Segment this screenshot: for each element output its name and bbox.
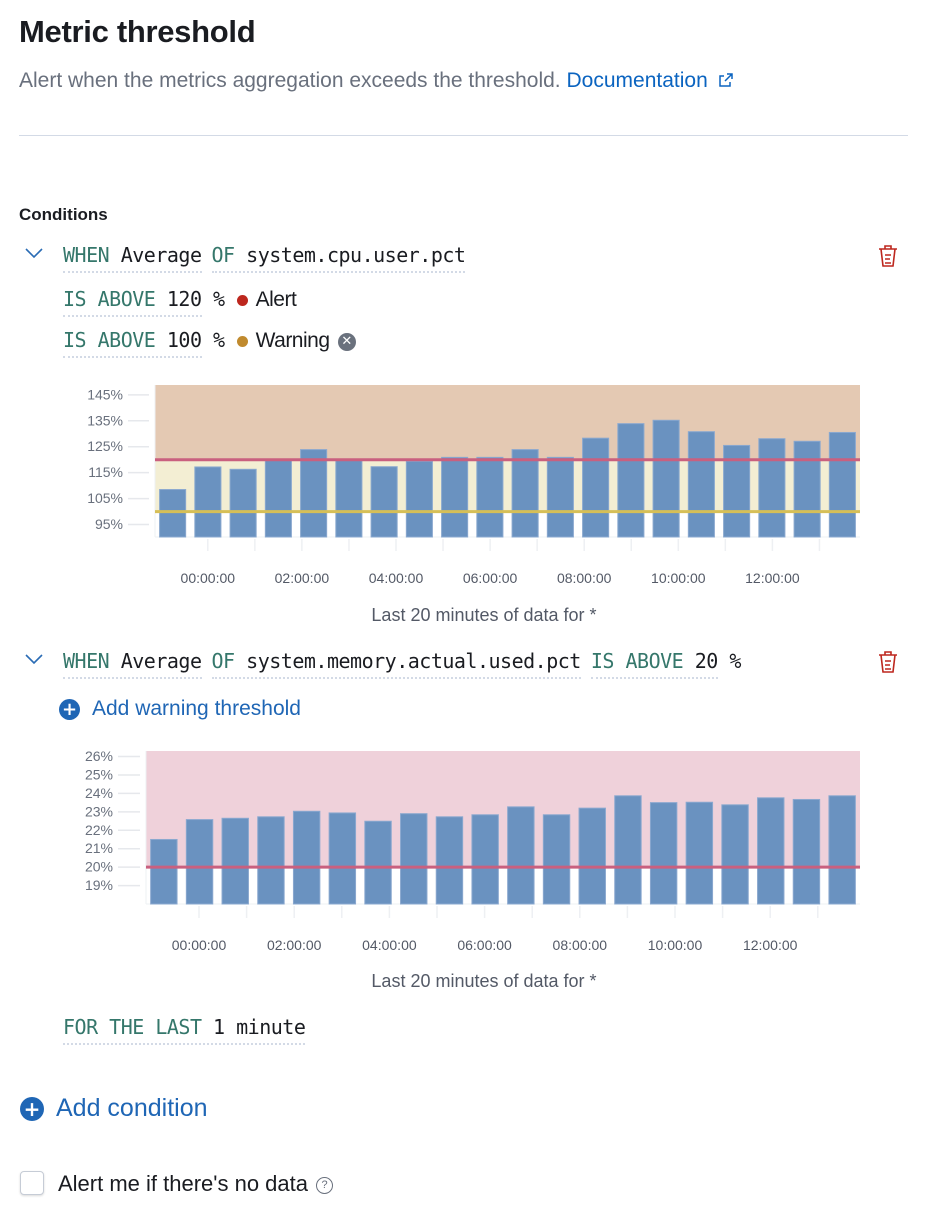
y-tick-label: 105% xyxy=(87,490,123,506)
bar xyxy=(370,466,398,538)
delete-condition-trash-icon[interactable] xyxy=(876,243,900,274)
time-window-expression[interactable]: FOR THE LAST 1 minute xyxy=(63,1015,306,1045)
add-warning-label: Add warning threshold xyxy=(92,697,301,720)
for-the-last-row: FOR THE LAST 1 minute xyxy=(63,1015,315,1045)
help-question-icon[interactable]: ? xyxy=(316,1176,333,1194)
y-tick-label: 95% xyxy=(95,516,123,532)
bar xyxy=(335,459,363,538)
x-tick-label: 12:00:00 xyxy=(745,570,800,586)
aggregation-value: Average xyxy=(120,649,202,673)
alert-threshold-expression[interactable]: IS ABOVE 120 xyxy=(63,287,202,317)
is-above-keyword: IS ABOVE xyxy=(590,649,684,673)
unit-label: % xyxy=(213,328,225,352)
divider xyxy=(19,135,908,136)
warning-zone xyxy=(155,459,860,512)
bar xyxy=(687,431,715,538)
time-window-value: 1 minute xyxy=(213,1015,306,1039)
bar xyxy=(194,466,222,538)
bar xyxy=(159,489,187,538)
for-the-last-keyword: FOR THE LAST xyxy=(63,1015,202,1039)
remove-warning-close-icon[interactable]: ✕ xyxy=(337,332,356,351)
x-tick-label: 06:00:00 xyxy=(463,570,518,586)
bar xyxy=(546,456,574,538)
collapse-chevron-down-icon[interactable] xyxy=(24,246,44,265)
aggregation-value: Average xyxy=(120,243,202,267)
condition1-warning-row: IS ABOVE 100 % Warning ✕ xyxy=(63,328,356,358)
field-value: system.cpu.user.pct xyxy=(246,243,466,267)
bar xyxy=(617,423,645,538)
chart1-caption: Last 20 minutes of data for * xyxy=(371,605,597,625)
conditions-heading: Conditions xyxy=(19,205,108,224)
add-condition-label: Add condition xyxy=(56,1094,208,1122)
bar xyxy=(828,431,856,538)
description-text: Alert when the metrics aggregation excee… xyxy=(19,69,561,92)
bar xyxy=(793,440,821,538)
no-data-checkbox[interactable] xyxy=(20,1171,44,1195)
field-expression[interactable]: OF system.cpu.user.pct xyxy=(211,243,466,273)
add-condition-button[interactable]: + Add condition xyxy=(20,1094,208,1123)
bar xyxy=(582,437,610,538)
documentation-link-label: Documentation xyxy=(566,69,708,92)
alert-zone xyxy=(155,385,860,460)
warning-label: Warning xyxy=(255,329,330,352)
y-tick-label: 115% xyxy=(88,464,123,480)
external-link-icon xyxy=(718,73,733,87)
is-above-keyword: IS ABOVE xyxy=(63,328,156,352)
field-expression[interactable]: OF system.memory.actual.used.pct xyxy=(211,649,581,679)
plus-circle-icon: + xyxy=(59,698,80,720)
bar xyxy=(405,460,433,538)
bar xyxy=(652,419,680,538)
unit-label: % xyxy=(729,649,741,673)
bar xyxy=(758,438,786,538)
condition1-alert-row: IS ABOVE 120 % Alert xyxy=(63,287,297,317)
aggregation-expression[interactable]: WHEN Average xyxy=(63,243,202,273)
of-keyword: OF xyxy=(211,243,236,267)
alert-label: Alert xyxy=(255,288,297,311)
alert-threshold-value: 120 xyxy=(166,287,202,311)
delete-condition-trash-icon[interactable] xyxy=(876,649,900,680)
condition1-when-row: WHEN Average OF system.cpu.user.pct xyxy=(63,243,475,273)
y-tick-label: 125% xyxy=(87,438,123,454)
bar xyxy=(300,449,328,538)
of-keyword: OF xyxy=(211,649,236,673)
bar xyxy=(264,459,292,538)
field-value: system.memory.actual.used.pct xyxy=(246,649,581,673)
no-data-label[interactable]: Alert me if there's no data xyxy=(58,1171,308,1196)
documentation-link[interactable]: Documentation xyxy=(567,69,734,92)
when-keyword: WHEN xyxy=(63,243,110,267)
x-tick-label: 08:00:00 xyxy=(557,570,612,586)
warning-threshold-value: 100 xyxy=(166,328,202,352)
threshold-value: 20 xyxy=(694,649,719,673)
page-title: Metric threshold xyxy=(19,14,256,49)
aggregation-expression[interactable]: WHEN Average xyxy=(63,649,202,679)
x-tick-label: 02:00:00 xyxy=(275,570,330,586)
bar xyxy=(511,449,539,538)
chart2-caption: Last 20 minutes of data for * xyxy=(371,971,597,991)
alert-dot-icon xyxy=(236,295,248,306)
when-keyword: WHEN xyxy=(63,649,110,673)
no-data-row: Alert me if there's no data? xyxy=(58,1171,333,1197)
warning-threshold-expression[interactable]: IS ABOVE 100 xyxy=(63,328,202,358)
threshold-expression[interactable]: IS ABOVE 20 xyxy=(590,649,719,679)
page-description: Alert when the metrics aggregation excee… xyxy=(19,69,734,93)
add-warning-threshold-button[interactable]: + Add warning threshold xyxy=(59,697,301,721)
x-tick-label: 04:00:00 xyxy=(369,570,424,586)
y-tick-label: 145% xyxy=(87,386,123,402)
unit-label: % xyxy=(213,287,225,311)
warning-dot-icon xyxy=(236,336,248,347)
condition2-when-row: WHEN Average OF system.memory.actual.used… xyxy=(63,649,741,679)
collapse-chevron-down-icon[interactable] xyxy=(24,652,44,671)
x-tick-label: 00:00:00 xyxy=(181,570,236,586)
bar xyxy=(476,456,504,538)
plus-circle-icon: + xyxy=(20,1097,44,1122)
is-above-keyword: IS ABOVE xyxy=(63,287,156,311)
x-tick-label: 10:00:00 xyxy=(651,570,706,586)
bar xyxy=(229,468,257,538)
bar xyxy=(441,456,469,538)
y-tick-label: 135% xyxy=(87,412,123,428)
